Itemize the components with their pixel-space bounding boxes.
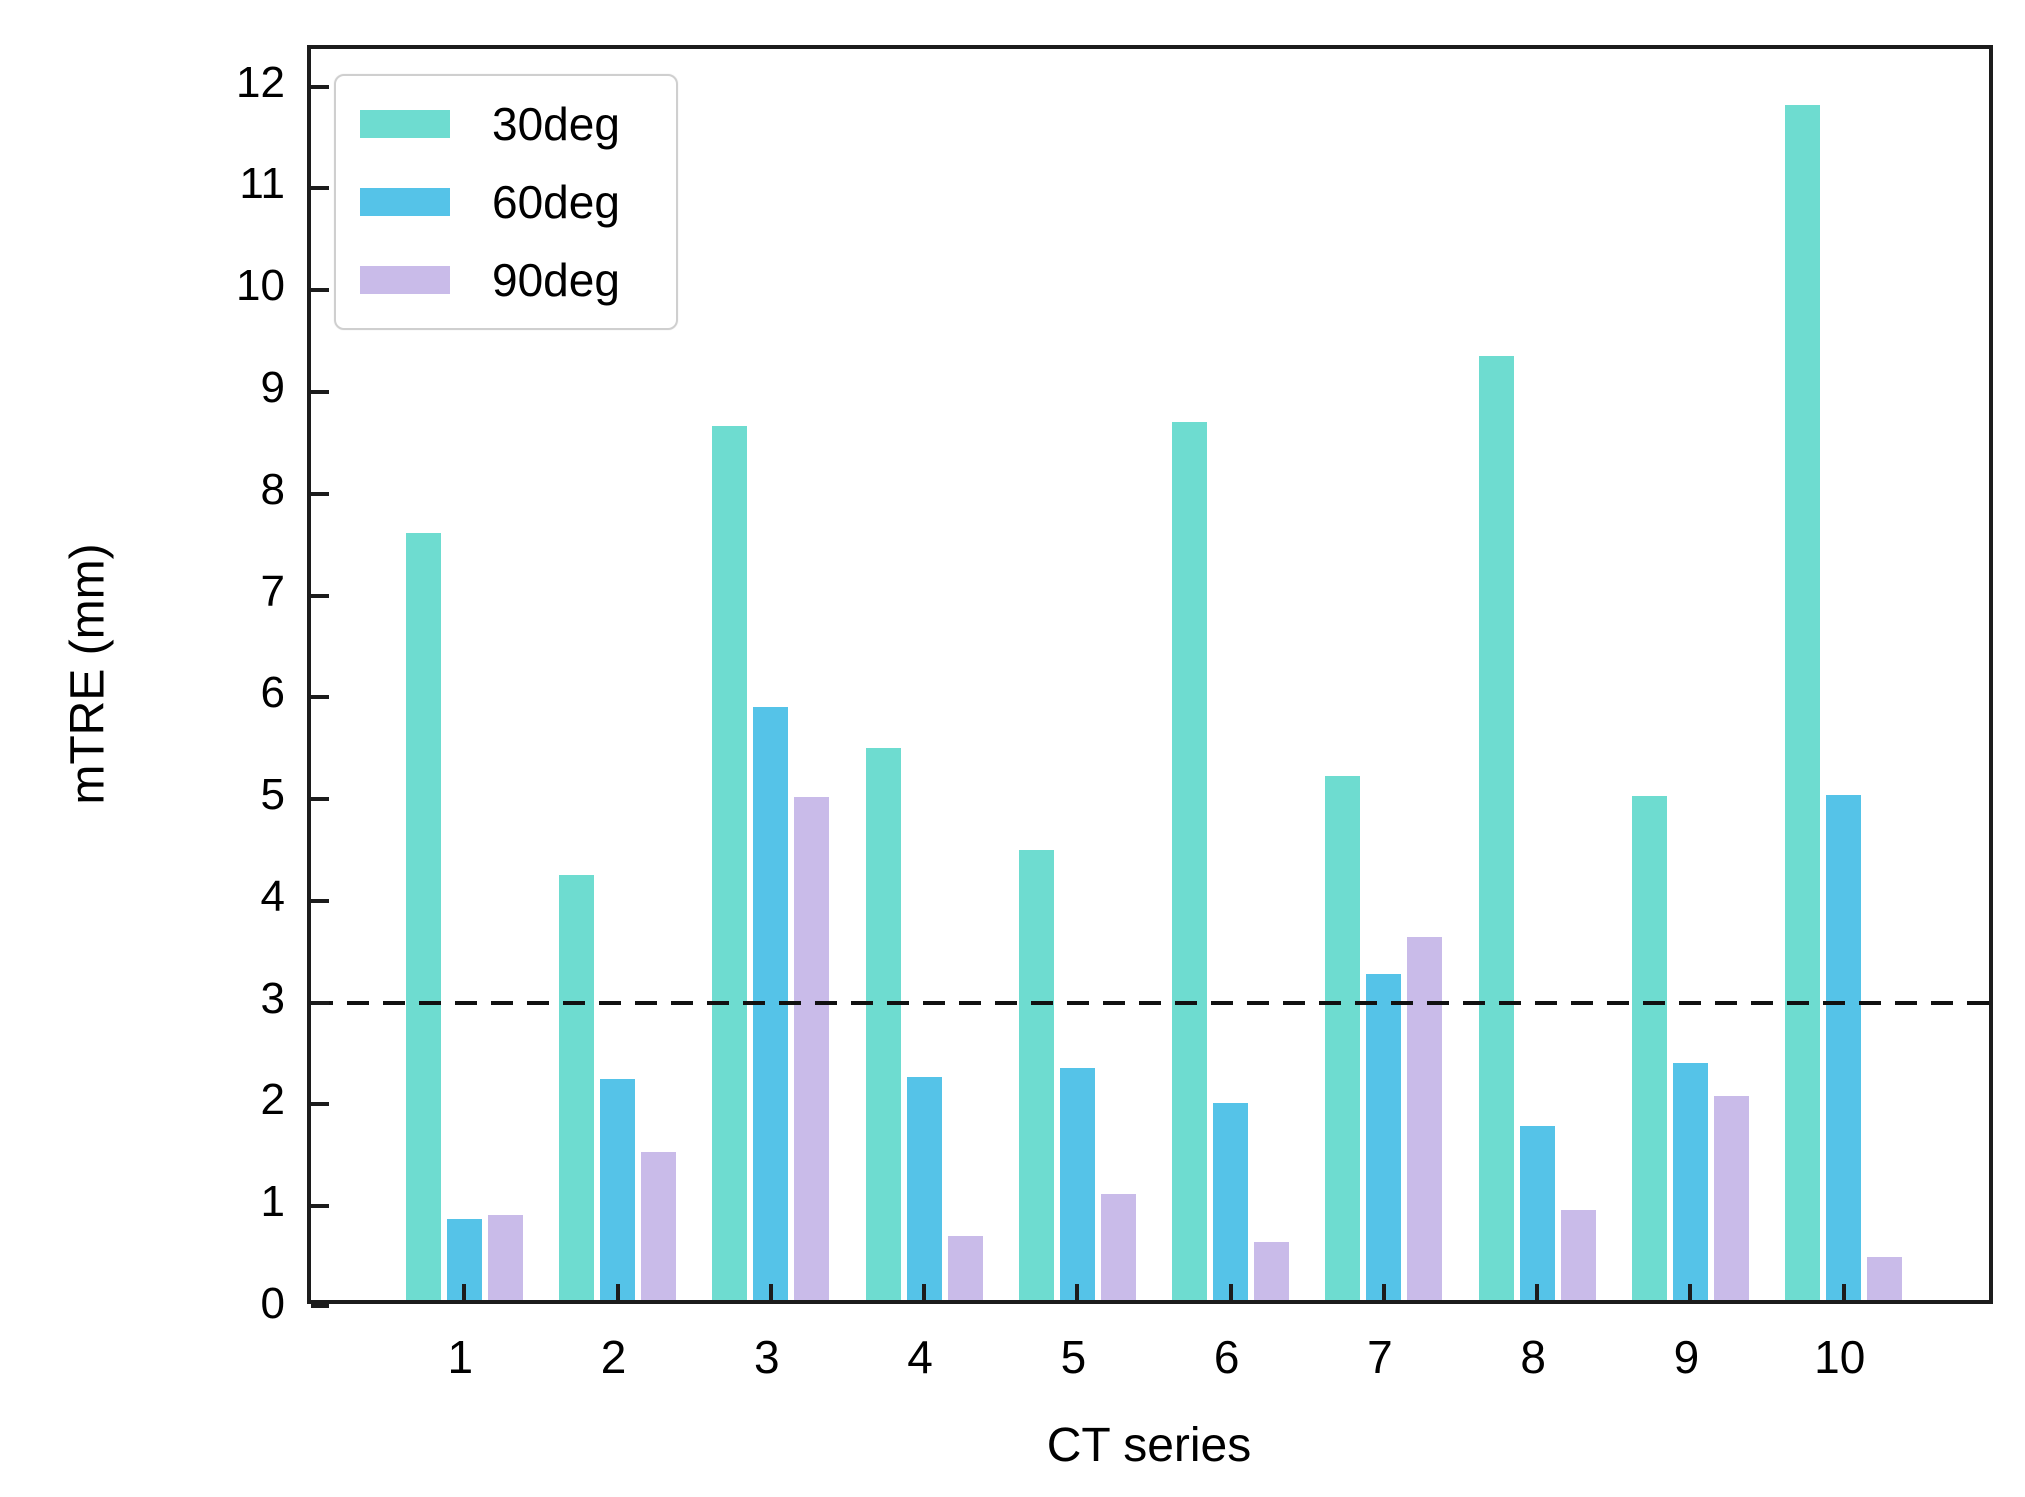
y-tick-label-4: 4: [260, 871, 285, 921]
bar-90deg-ct3: [794, 797, 830, 1300]
bar-90deg-ct4: [947, 1235, 983, 1300]
legend-label-60deg: 60deg: [492, 176, 620, 228]
x-tick-label-9: 9: [1673, 1331, 1700, 1383]
x-tick-label-8: 8: [1520, 1331, 1546, 1383]
bar-90deg-ct9: [1713, 1096, 1749, 1300]
y-tick-4: [311, 898, 329, 903]
y-tick-label-6: 6: [260, 668, 285, 718]
bar-30deg-ct5: [1018, 850, 1054, 1300]
bar-60deg-ct8: [1519, 1126, 1555, 1300]
bar-60deg-ct4: [906, 1077, 942, 1300]
bar-60deg-ct10: [1826, 795, 1862, 1300]
bar-90deg-ct10: [1867, 1257, 1903, 1300]
x-tick-9: [1688, 1284, 1693, 1300]
y-tick-label-0: 0: [260, 1279, 285, 1328]
y-tick-label-1: 1: [260, 1177, 285, 1227]
legend-label-90deg: 90deg: [492, 254, 620, 306]
y-tick-5: [311, 797, 329, 802]
x-tick-label-3: 3: [754, 1331, 780, 1383]
x-tick-label-6: 6: [1213, 1331, 1240, 1383]
bar-90deg-ct1: [487, 1214, 523, 1300]
bar-90deg-ct7: [1407, 936, 1443, 1300]
threshold-dashed-line: [311, 1000, 1989, 1005]
bar-90deg-ct6: [1254, 1242, 1290, 1300]
y-tick-12: [311, 84, 329, 89]
y-tick-label-7: 7: [260, 566, 285, 616]
y-tick-9: [311, 389, 329, 394]
x-tick-1: [462, 1284, 467, 1300]
bar-30deg-ct1: [405, 532, 441, 1300]
x-tick-label-2: 2: [600, 1331, 627, 1383]
legend: 30deg 60deg 90deg: [334, 74, 678, 330]
legend-swatch-60deg: [360, 188, 450, 216]
y-tick-label-3: 3: [260, 973, 285, 1023]
bar-60deg-ct6: [1213, 1102, 1249, 1300]
legend-item-60deg: 60deg: [360, 178, 620, 226]
x-tick-4: [922, 1284, 927, 1300]
x-tick-6: [1228, 1284, 1233, 1300]
bar-30deg-ct6: [1172, 421, 1208, 1300]
y-tick-10: [311, 288, 329, 293]
plot-area: 30deg 60deg 90deg: [307, 45, 1993, 1308]
y-tick-8: [311, 491, 329, 496]
x-tick-2: [615, 1284, 620, 1300]
bar-30deg-ct2: [559, 874, 595, 1300]
bar-90deg-ct2: [641, 1152, 677, 1300]
x-axis-label: CT series: [1046, 1419, 1252, 1472]
legend-item-30deg: 30deg: [360, 100, 620, 148]
x-tick-7: [1381, 1284, 1386, 1300]
x-tick-label-7: 7: [1367, 1331, 1393, 1383]
y-tick-label-8: 8: [260, 464, 285, 514]
x-tick-label-5: 5: [1060, 1331, 1087, 1383]
bar-30deg-ct3: [712, 425, 748, 1300]
x-tick-8: [1535, 1284, 1540, 1300]
bar-60deg-ct2: [600, 1079, 636, 1300]
y-tick-11: [311, 186, 329, 191]
bar-90deg-ct5: [1100, 1194, 1136, 1300]
y-tick-7: [311, 593, 329, 598]
legend-label-30deg: 30deg: [492, 98, 620, 150]
bar-30deg-ct8: [1478, 355, 1514, 1300]
bar-30deg-ct10: [1785, 105, 1821, 1300]
y-tick-1: [311, 1204, 329, 1209]
bar-30deg-ct4: [865, 748, 901, 1300]
y-tick-label-5: 5: [260, 770, 285, 820]
bar-90deg-ct8: [1560, 1210, 1596, 1300]
bar-30deg-ct7: [1325, 775, 1361, 1300]
y-tick-label-10: 10: [236, 261, 285, 311]
legend-item-90deg: 90deg: [360, 256, 620, 304]
x-tick-10: [1841, 1284, 1846, 1300]
x-tick-5: [1075, 1284, 1080, 1300]
y-tick-label-12: 12: [236, 57, 285, 107]
y-tick-label-11: 11: [239, 159, 285, 209]
x-tick-label-10: 10: [1814, 1331, 1866, 1383]
y-tick-3: [311, 1000, 329, 1005]
bar-60deg-ct7: [1366, 974, 1402, 1300]
bar-60deg-ct9: [1672, 1062, 1708, 1300]
x-tick-label-1: 1: [447, 1331, 474, 1383]
bar-60deg-ct5: [1059, 1067, 1095, 1300]
x-tick-label-4: 4: [907, 1331, 933, 1383]
y-tick-0: [311, 1304, 329, 1308]
legend-swatch-90deg: [360, 266, 450, 294]
bar-30deg-ct9: [1631, 796, 1667, 1300]
y-tick-label-2: 2: [260, 1075, 285, 1125]
y-tick-label-9: 9: [260, 362, 285, 412]
legend-swatch-30deg: [360, 110, 450, 138]
y-axis-label: mTRE (mm): [61, 543, 115, 805]
x-tick-3: [768, 1284, 773, 1300]
y-tick-6: [311, 695, 329, 700]
y-tick-2: [311, 1102, 329, 1107]
